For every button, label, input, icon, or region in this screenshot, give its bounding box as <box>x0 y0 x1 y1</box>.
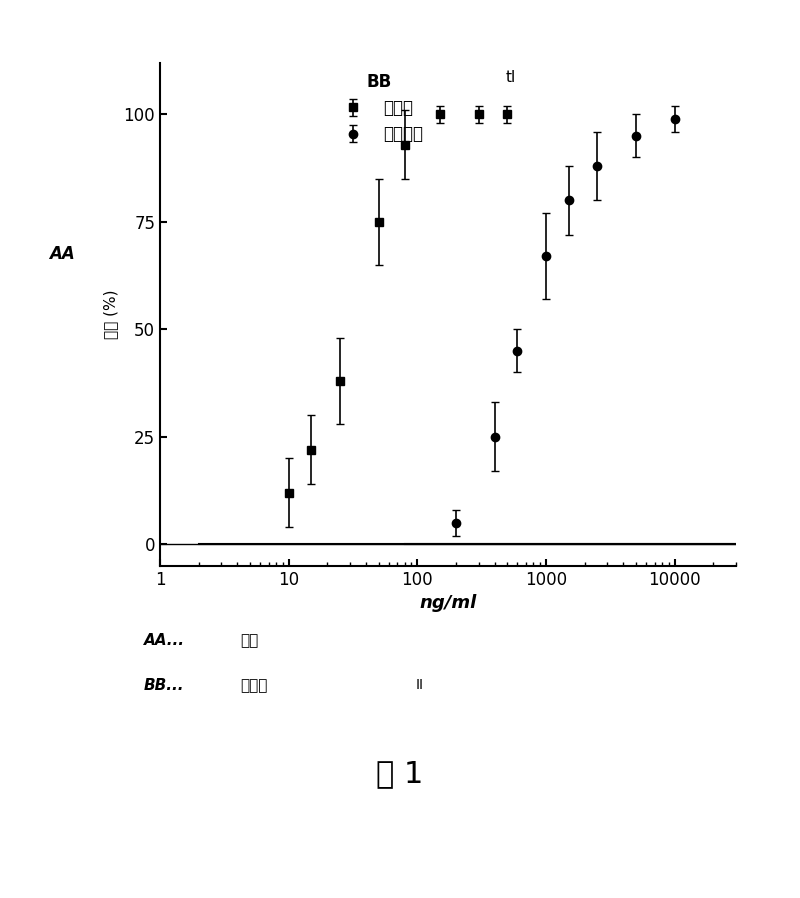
X-axis label: ng/ml: ng/ml <box>419 594 477 612</box>
Text: 图 1: 图 1 <box>376 759 424 788</box>
Text: AA...: AA... <box>144 633 185 648</box>
Text: BB...: BB... <box>144 678 185 693</box>
Text: AA: AA <box>50 245 75 263</box>
Text: 抑制: 抑制 <box>240 633 258 648</box>
Text: 化合物: 化合物 <box>240 678 267 693</box>
Y-axis label: 抑制 (%): 抑制 (%) <box>103 289 118 339</box>
Text: II: II <box>416 678 424 692</box>
Text: tl: tl <box>506 70 516 85</box>
Legend: 化合物, 曲洛克斯: 化合物, 曲洛克斯 <box>330 66 430 150</box>
